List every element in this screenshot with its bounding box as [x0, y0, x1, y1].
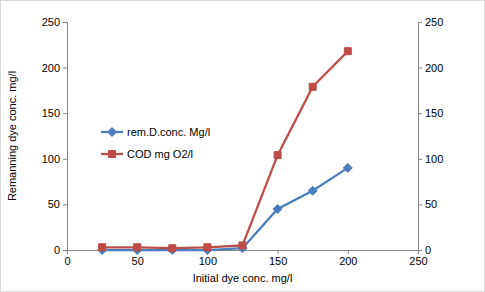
- x-axis: 0 50 100 150 200 250: [64, 250, 427, 267]
- series-marker: [309, 83, 316, 90]
- y-axis-tick-mark: [63, 204, 67, 205]
- x-axis-tick: 150: [269, 250, 287, 267]
- y-axis-line: [63, 23, 68, 251]
- y-axis-tick: 250: [42, 16, 67, 28]
- x-axis-tick-label: 50: [132, 255, 144, 267]
- y2-axis-tick: 150: [418, 107, 443, 119]
- series-marker: [168, 246, 177, 255]
- x-axis-tick-label: 100: [199, 255, 217, 267]
- y2-axis-tick-mark: [418, 250, 422, 251]
- y2-axis-tick-label: 250: [425, 16, 443, 28]
- y-axis-tick: 150: [42, 107, 67, 119]
- x-axis-tick-label: 0: [64, 255, 70, 267]
- series-marker: [344, 48, 351, 55]
- y2-axis-tick-mark: [418, 113, 422, 114]
- y-axis: 0 50 100 150 200 250: [42, 16, 68, 256]
- chart: 0501001502002500501001502002500501001502…: [0, 0, 485, 292]
- x-axis-tick-label: 200: [339, 255, 357, 267]
- x-axis-tick-mark: [278, 250, 279, 254]
- x-axis-tick-label: 150: [269, 255, 287, 267]
- series-marker: [169, 245, 176, 252]
- y2-axis-tick-mark: [418, 22, 422, 23]
- legend-label: COD mg O2/l: [127, 148, 193, 160]
- series-marker: [343, 163, 352, 172]
- y2-axis: 0 50 100 150 200 250: [418, 16, 443, 256]
- y2-axis-tick-label: 150: [425, 107, 443, 119]
- y-axis-tick: 50: [48, 198, 67, 210]
- y-axis-tick-label: 250: [42, 16, 60, 28]
- y-axis-tick-label: 0: [54, 244, 60, 256]
- y-axis-tick-mark: [63, 22, 67, 23]
- y2-axis-tick-mark: [418, 204, 422, 205]
- y-axis-tick: 200: [42, 62, 67, 74]
- series-marker: [273, 204, 282, 213]
- y-axis-tick-mark: [63, 159, 67, 160]
- series-line: [102, 51, 348, 248]
- legend-swatch-marker: [109, 151, 116, 158]
- x-axis-tick: 200: [339, 250, 357, 267]
- series-marker: [308, 186, 317, 195]
- x-axis-tick: 0: [64, 250, 70, 267]
- series-marker: [99, 244, 106, 251]
- series-line: [102, 168, 348, 250]
- y-axis-tick-label: 150: [42, 107, 60, 119]
- y2-axis-tick: 200: [418, 62, 443, 74]
- y2-axis-tick: 100: [418, 153, 443, 165]
- chart-border: [1, 1, 485, 292]
- y2-axis-tick-mark: [418, 68, 422, 69]
- series-marker: [204, 244, 211, 251]
- legend: rem.D.conc. Mg/l COD mg O2/l: [101, 126, 210, 160]
- y2-axis-tick: 50: [418, 198, 437, 210]
- y2-axis-tick-label: 200: [425, 62, 443, 74]
- x-axis-tick-label: 250: [409, 255, 427, 267]
- y2-axis-line: [419, 23, 423, 251]
- y-axis-tick-label: 100: [42, 153, 60, 165]
- y-axis-tick: 0: [54, 244, 67, 256]
- series-marker: [134, 244, 141, 251]
- y2-axis-tick-label: 50: [425, 198, 437, 210]
- y-axis-tick-label: 50: [48, 198, 60, 210]
- x-axis-title: Initial dye conc. mg/l: [193, 272, 293, 284]
- y2-axis-tick: 0: [418, 244, 431, 256]
- legend-swatch-marker: [108, 128, 117, 137]
- y-axis-tick: 100: [42, 153, 67, 165]
- y2-axis-tick-label: 0: [425, 244, 431, 256]
- y-axis-title: Remanning dye conc. mg/l: [6, 71, 18, 201]
- y-axis-tick-mark: [63, 113, 67, 114]
- series-marker: [274, 152, 281, 159]
- y-axis-tick-mark: [63, 68, 67, 69]
- series-marker: [239, 242, 246, 249]
- legend-label: rem.D.conc. Mg/l: [127, 126, 210, 138]
- plot-area: [98, 48, 353, 255]
- y-axis-tick-mark: [63, 250, 67, 251]
- y2-axis-tick: 250: [418, 16, 443, 28]
- x-axis-tick-mark: [348, 250, 349, 254]
- y2-axis-tick-label: 100: [425, 153, 443, 165]
- y2-axis-tick-mark: [418, 159, 422, 160]
- y-axis-tick-label: 200: [42, 62, 60, 74]
